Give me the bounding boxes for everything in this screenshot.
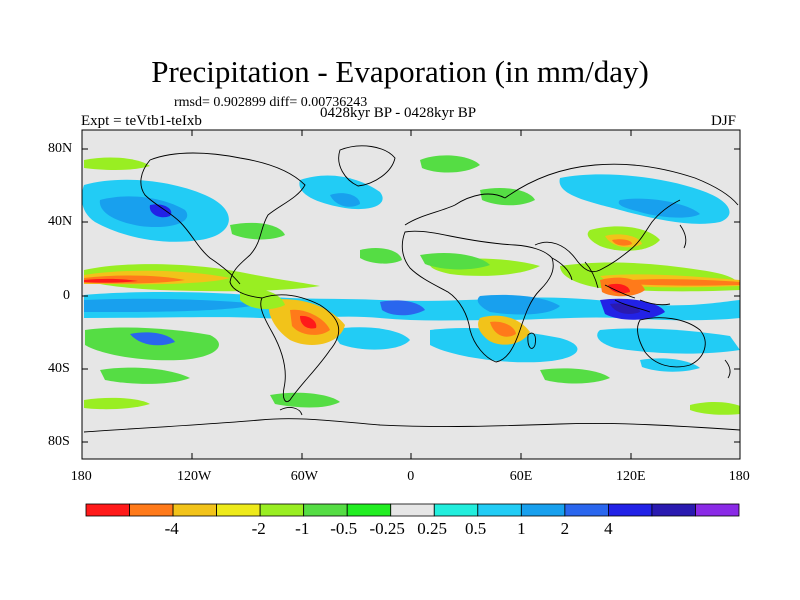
colorbar-tick-label: -4 — [164, 519, 179, 538]
season-label: DJF — [711, 113, 737, 129]
colorbar-tick-label: 0.5 — [465, 519, 487, 538]
lon-tick-label: 60W — [290, 469, 318, 484]
colorbar-swatch — [216, 503, 261, 517]
colorbar-swatch — [564, 503, 609, 517]
lat-tick-label: 80S — [48, 434, 70, 449]
lat-tick-label: 40S — [48, 361, 70, 376]
lon-tick-label: 120E — [616, 469, 646, 484]
lat-tick-label: 40N — [48, 214, 73, 229]
period-label: 0428kyr BP - 0428kyr BP — [320, 105, 477, 121]
colorbar-tick-label: -2 — [251, 519, 266, 538]
colorbar-tick-label: 2 — [560, 519, 570, 538]
colorbar-swatch — [390, 503, 435, 517]
colorbar-tick-label: -0.5 — [330, 519, 358, 538]
stats-line: rmsd= 0.902899 diff= 0.00736243 — [174, 95, 368, 110]
colorbar — [85, 503, 740, 517]
colorbar-swatch — [477, 503, 522, 517]
colorbar-swatch — [433, 503, 479, 517]
colorbar-swatch — [651, 503, 696, 517]
colorbar-tick-label: 1 — [517, 519, 526, 538]
colorbar-swatch — [259, 503, 305, 517]
map-title: Precipitation - Evaporation (in mm/day) — [151, 54, 649, 89]
lon-tick-label: 180 — [70, 469, 92, 484]
colorbar-swatch — [85, 503, 130, 517]
colorbar-swatch — [520, 503, 566, 517]
lon-tick-label: 0 — [407, 469, 415, 484]
colorbar-swatch — [695, 503, 740, 517]
colorbar-tick-label: 0.25 — [417, 519, 448, 538]
colorbar-swatch — [608, 503, 653, 517]
colorbar-swatch — [346, 503, 392, 517]
experiment-label: Expt = teVtb1-teIxb — [81, 113, 202, 129]
field-contours — [82, 155, 740, 415]
colorbar-swatch — [303, 503, 348, 517]
tick-marks — [81, 130, 741, 459]
colorbar-tick-label: 4 — [604, 519, 613, 538]
lat-tick-label: 80N — [48, 141, 73, 156]
colorbar-tick-label: -1 — [295, 519, 310, 538]
lon-tick-label: 120W — [177, 469, 212, 484]
colorbar-swatch — [129, 503, 174, 517]
lat-tick-label: 0 — [63, 288, 70, 303]
lon-tick-label: 60E — [509, 469, 533, 484]
coastlines — [83, 145, 740, 433]
colorbar-swatch — [172, 503, 217, 517]
colorbar-tick-label: -0.25 — [369, 519, 405, 538]
lon-tick-label: 180 — [728, 469, 750, 484]
